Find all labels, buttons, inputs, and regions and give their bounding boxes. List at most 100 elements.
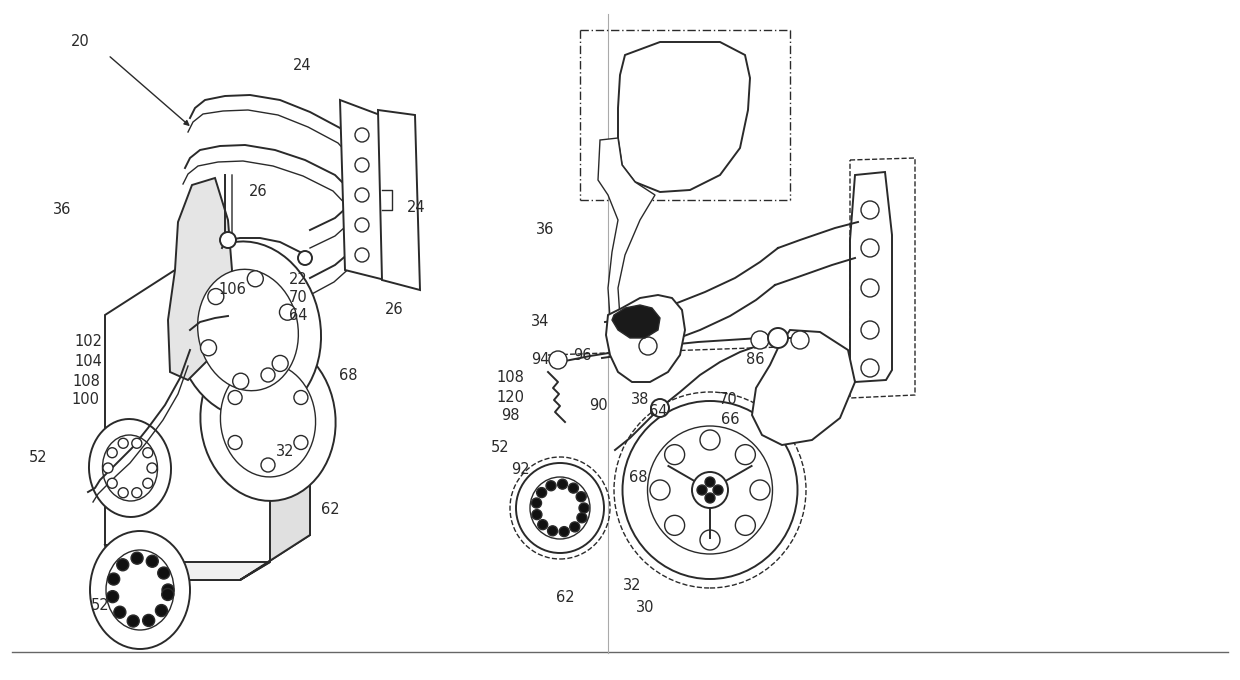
Text: 86: 86 <box>745 352 764 367</box>
Circle shape <box>219 232 236 248</box>
Polygon shape <box>340 100 384 280</box>
Circle shape <box>117 559 129 571</box>
Text: 24: 24 <box>407 201 425 216</box>
Text: 108: 108 <box>72 375 100 390</box>
Circle shape <box>577 513 587 523</box>
Polygon shape <box>105 265 310 580</box>
Circle shape <box>143 447 153 458</box>
Text: 32: 32 <box>275 445 294 460</box>
Text: 90: 90 <box>589 398 608 413</box>
Circle shape <box>155 605 167 617</box>
Circle shape <box>143 478 153 488</box>
Circle shape <box>294 390 308 405</box>
Polygon shape <box>241 310 310 580</box>
Circle shape <box>768 328 787 348</box>
Circle shape <box>692 472 728 508</box>
Circle shape <box>355 158 370 172</box>
Circle shape <box>546 481 556 491</box>
Circle shape <box>233 373 249 389</box>
Circle shape <box>861 279 879 297</box>
Text: 36: 36 <box>53 203 71 218</box>
Circle shape <box>665 515 684 535</box>
Circle shape <box>532 509 542 520</box>
Text: 26: 26 <box>384 303 403 318</box>
Text: 52: 52 <box>491 441 510 456</box>
Text: 26: 26 <box>249 184 268 199</box>
Circle shape <box>568 483 578 493</box>
Circle shape <box>559 526 569 537</box>
Circle shape <box>162 584 174 596</box>
Polygon shape <box>751 330 856 445</box>
Circle shape <box>532 498 542 508</box>
Circle shape <box>131 488 141 498</box>
Circle shape <box>107 447 118 458</box>
Ellipse shape <box>221 363 315 477</box>
Text: 22: 22 <box>289 273 308 288</box>
Circle shape <box>735 515 755 535</box>
Circle shape <box>131 552 143 564</box>
Circle shape <box>355 188 370 202</box>
Text: 70: 70 <box>719 392 738 407</box>
Circle shape <box>118 488 128 498</box>
Text: 68: 68 <box>629 471 647 486</box>
Circle shape <box>228 390 242 405</box>
Text: 52: 52 <box>91 598 109 613</box>
Circle shape <box>861 359 879 377</box>
Circle shape <box>107 591 119 602</box>
Text: 64: 64 <box>289 309 308 324</box>
Circle shape <box>639 337 657 355</box>
Circle shape <box>735 445 755 464</box>
Circle shape <box>549 351 567 369</box>
Text: 106: 106 <box>218 282 246 298</box>
Circle shape <box>701 530 720 550</box>
Circle shape <box>577 492 587 502</box>
Text: 102: 102 <box>74 335 102 350</box>
Circle shape <box>706 477 715 487</box>
Ellipse shape <box>516 463 604 553</box>
Text: 94: 94 <box>531 352 549 367</box>
Text: 38: 38 <box>631 392 650 407</box>
Polygon shape <box>598 138 655 318</box>
Text: 64: 64 <box>649 405 667 420</box>
Polygon shape <box>613 305 660 338</box>
Circle shape <box>279 304 295 320</box>
Text: 98: 98 <box>501 407 520 422</box>
Circle shape <box>861 239 879 257</box>
Circle shape <box>161 588 174 600</box>
Text: 62: 62 <box>321 503 340 517</box>
Ellipse shape <box>201 339 336 501</box>
Circle shape <box>650 480 670 500</box>
Circle shape <box>148 463 157 473</box>
Circle shape <box>114 607 125 618</box>
Ellipse shape <box>89 419 171 517</box>
Circle shape <box>355 128 370 142</box>
Circle shape <box>701 430 720 450</box>
Ellipse shape <box>105 550 174 630</box>
Text: 92: 92 <box>511 462 529 477</box>
Text: 66: 66 <box>720 413 739 428</box>
Circle shape <box>143 615 155 626</box>
Circle shape <box>103 463 113 473</box>
Circle shape <box>201 340 217 356</box>
Circle shape <box>713 485 723 495</box>
Circle shape <box>706 493 715 503</box>
Text: 104: 104 <box>74 354 102 369</box>
Circle shape <box>697 485 707 495</box>
Text: 24: 24 <box>293 58 311 73</box>
Circle shape <box>146 556 159 567</box>
Circle shape <box>861 201 879 219</box>
Text: 96: 96 <box>573 347 591 362</box>
Circle shape <box>247 271 263 287</box>
Circle shape <box>579 503 589 513</box>
Circle shape <box>131 439 141 448</box>
Text: 52: 52 <box>29 450 47 466</box>
Polygon shape <box>618 42 750 192</box>
Ellipse shape <box>529 477 590 539</box>
Circle shape <box>651 399 670 417</box>
Polygon shape <box>167 178 232 380</box>
Text: 68: 68 <box>339 367 357 382</box>
Ellipse shape <box>197 269 299 391</box>
Circle shape <box>107 478 118 488</box>
Circle shape <box>538 520 548 530</box>
Circle shape <box>298 251 312 265</box>
